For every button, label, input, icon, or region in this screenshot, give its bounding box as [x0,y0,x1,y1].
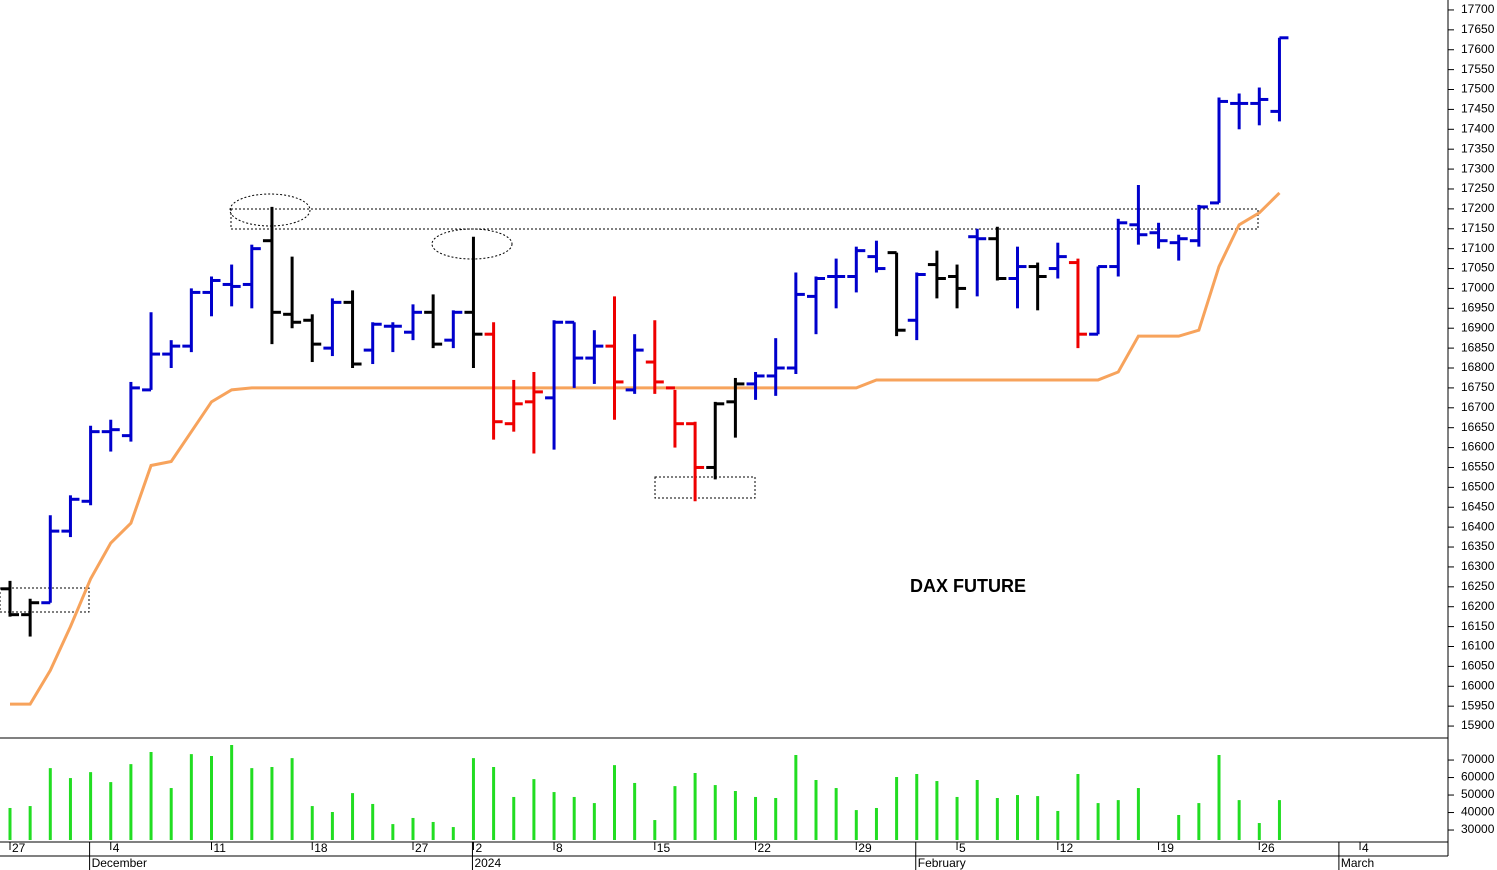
y-tick-label: 17150 [1461,221,1495,235]
y-tick-label: 16050 [1461,659,1495,673]
y-tick-label: 16150 [1461,619,1495,633]
y-tick-label: 16000 [1461,678,1495,692]
y-tick-label: 17000 [1461,281,1495,295]
highlight-box [654,476,756,499]
volume-tick-label: 50000 [1461,787,1495,801]
x-tick-label: 26 [1261,841,1275,855]
x-tick-label: 27 [415,841,429,855]
y-tick-label: 17100 [1461,241,1495,255]
y-tick-label: 16850 [1461,340,1495,354]
y-tick-label: 17350 [1461,141,1495,155]
y-tick-label: 17200 [1461,201,1495,215]
y-tick-label: 16350 [1461,539,1495,553]
x-tick-label: 8 [556,841,563,855]
highlight-box [0,587,90,613]
annotation: DAX FUTURE [910,576,1026,596]
x-tick-label: 22 [758,841,772,855]
y-tick-label: 15900 [1461,718,1495,732]
x-tick-label: 27 [12,841,26,855]
y-tick-label: 17650 [1461,22,1495,36]
x-tick-label: 4 [113,841,120,855]
y-tick-label: 16800 [1461,360,1495,374]
x-tick-label: 12 [1060,841,1074,855]
y-tick-label: 16200 [1461,599,1495,613]
y-tick-label: 17050 [1461,261,1495,275]
x-tick-label: 19 [1161,841,1175,855]
resistance-zone [230,208,1259,230]
y-tick-label: 16900 [1461,320,1495,334]
x-tick-label: 4 [1362,841,1369,855]
volume-tick-label: 60000 [1461,770,1495,784]
trend-line [10,191,1281,706]
y-tick-label: 16550 [1461,460,1495,474]
y-tick-label: 16650 [1461,420,1495,434]
month-label: December [92,856,147,870]
y-tick-label: 17450 [1461,102,1495,116]
y-tick-label: 17600 [1461,42,1495,56]
x-tick-label: 2 [475,841,482,855]
x-tick-label: 11 [214,841,227,855]
volume-tick-label: 30000 [1461,822,1495,836]
x-tick-label: 5 [959,841,966,855]
y-tick-label: 17500 [1461,82,1495,96]
x-tick-label: 18 [314,841,328,855]
y-tick-label: 17300 [1461,161,1495,175]
y-tick-label: 16100 [1461,639,1495,653]
y-tick-label: 16450 [1461,499,1495,513]
y-tick-label: 16700 [1461,400,1495,414]
month-label: February [918,856,966,870]
y-tick-label: 17250 [1461,181,1495,195]
y-tick-label: 17550 [1461,62,1495,76]
y-tick-label: 17400 [1461,121,1495,135]
y-tick-label: 17700 [1461,2,1495,16]
y-tick-label: 16950 [1461,301,1495,315]
y-tick-label: 15950 [1461,698,1495,712]
volume-tick-label: 40000 [1461,805,1495,819]
y-tick-label: 16500 [1461,480,1495,494]
highlight-ellipse [229,193,311,227]
y-tick-label: 16600 [1461,440,1495,454]
y-tick-label: 16300 [1461,559,1495,573]
y-tick-label: 16250 [1461,579,1495,593]
x-tick-label: 15 [657,841,671,855]
month-label: 2024 [474,856,501,870]
month-label: March [1341,856,1374,870]
y-tick-label: 16400 [1461,519,1495,533]
volume-tick-label: 70000 [1461,752,1495,766]
x-tick-label: 29 [858,841,872,855]
y-tick-label: 16750 [1461,380,1495,394]
